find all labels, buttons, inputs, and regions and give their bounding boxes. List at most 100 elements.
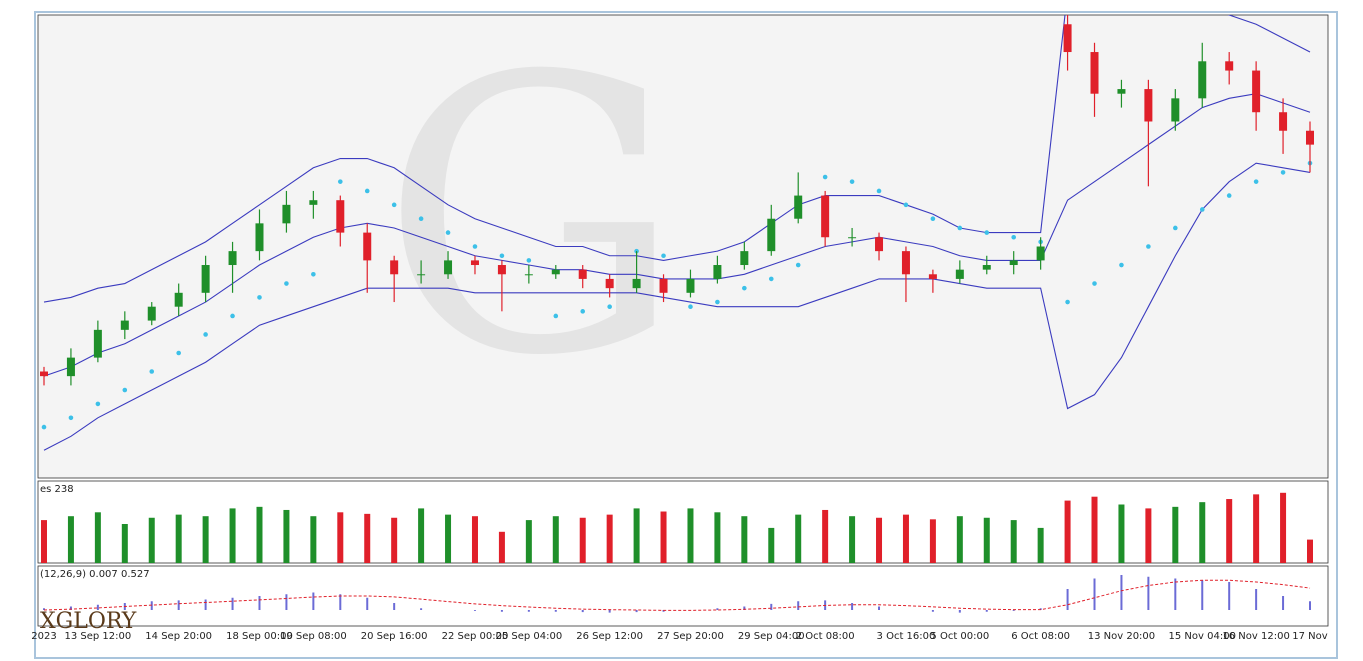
volume-bar: [418, 508, 425, 563]
volume-bar: [876, 517, 883, 563]
volume-bar: [391, 517, 398, 563]
x-tick-label: 22 Sep 00:00: [442, 631, 509, 642]
candle-body: [1144, 89, 1153, 122]
volume-bar: [983, 517, 990, 563]
sar-dot: [903, 202, 909, 208]
candle-body: [524, 274, 533, 276]
macd-bar: [420, 608, 423, 610]
sar-dot: [1146, 244, 1151, 249]
sar-dot: [1092, 281, 1097, 286]
sar-dot: [795, 262, 801, 268]
volume-bar: [229, 508, 236, 563]
volume-bar: [94, 512, 101, 563]
candle-body: [1306, 130, 1314, 145]
volume-bar: [1010, 520, 1017, 563]
sar-dot: [499, 253, 505, 259]
volume-panel: [37, 480, 1329, 564]
x-tick-label: 27 Sep 20:00: [657, 631, 724, 642]
macd-bar: [1012, 610, 1015, 611]
volume-bar: [606, 514, 613, 563]
volume-bar: [310, 516, 317, 563]
candle-body: [147, 306, 156, 321]
volume-bar: [256, 506, 263, 563]
price-plot: [40, 15, 1314, 451]
x-tick-label: 19 Sep 08:00: [280, 631, 347, 642]
macd-bar: [797, 601, 800, 610]
candle-body: [767, 218, 776, 252]
volume-bar: [956, 516, 963, 563]
sar-dot: [95, 401, 101, 407]
candle-body: [740, 251, 749, 266]
sar-dot: [472, 244, 478, 249]
macd-bar: [635, 610, 638, 613]
sar-dot: [742, 285, 747, 291]
price-panel: [37, 14, 1329, 479]
sar-dot: [822, 174, 828, 180]
macd-panel: [37, 565, 1329, 627]
candle-body: [982, 265, 991, 270]
candle-body: [201, 265, 210, 293]
sar-dot: [715, 299, 720, 305]
volume-bar: [202, 516, 209, 563]
candle-body: [901, 251, 910, 275]
candle-body: [578, 269, 587, 279]
volume-bar: [471, 516, 478, 563]
volume-bar: [1307, 539, 1313, 563]
bollinger-band: [43, 162, 1311, 451]
x-tick-label: 16 Nov 12:00: [1222, 631, 1289, 642]
candle-body: [390, 260, 399, 275]
volume-bar: [337, 512, 344, 563]
sar-dot: [1226, 193, 1232, 198]
candle-body: [955, 269, 964, 279]
x-tick-label: 2 Oct 08:00: [796, 631, 855, 642]
x-tick-label: 2023: [31, 631, 56, 642]
candle-body: [1117, 89, 1126, 94]
x-tick-label: 15 Nov 04:00: [1169, 631, 1236, 642]
sar-dot: [984, 230, 990, 235]
macd-bar: [366, 597, 369, 610]
volume-bar: [1091, 496, 1098, 563]
sar-dot: [930, 216, 936, 222]
volume-bar: [1253, 494, 1260, 563]
x-tick-label: 18 Sep 00:00: [226, 631, 293, 642]
candle-body: [551, 269, 560, 275]
macd-bar: [1147, 576, 1150, 610]
macd-bar: [851, 603, 854, 610]
macd-bar: [204, 599, 207, 610]
candle-body: [1063, 24, 1072, 53]
sar-dot: [1199, 207, 1205, 212]
sar-dot: [661, 253, 666, 259]
volume-bar: [67, 516, 74, 563]
x-tick-label: 6 Oct 08:00: [1011, 631, 1070, 642]
volume-bar: [445, 514, 452, 563]
sar-dot: [176, 350, 181, 356]
sar-dot: [445, 230, 451, 235]
macd-bar: [662, 610, 665, 612]
candle-body: [444, 260, 453, 275]
candle-body: [632, 278, 641, 289]
macd-bar: [985, 610, 988, 612]
candle-body: [821, 195, 830, 238]
macd-bar: [1282, 596, 1285, 610]
sar-dot: [418, 216, 424, 222]
candle-body: [848, 237, 857, 239]
x-tick-label: 26 Sep 12:00: [576, 631, 643, 642]
sar-dot: [1253, 179, 1259, 184]
candle-body: [93, 329, 102, 358]
macd-bar: [177, 600, 180, 610]
x-tick-label: 13 Sep 12:00: [64, 631, 131, 642]
volume-bar: [364, 513, 371, 563]
volume-bar: [929, 519, 936, 563]
sar-dot: [1065, 299, 1070, 305]
candle-body: [1198, 61, 1207, 99]
candle-body: [470, 260, 479, 266]
macd-bar: [1120, 575, 1123, 610]
macd-bar: [1066, 589, 1069, 610]
candle-body: [1171, 98, 1180, 122]
candle-body: [363, 232, 372, 261]
macd-bar: [1228, 582, 1231, 610]
macd-bar: [878, 606, 881, 610]
sar-dot: [1280, 170, 1286, 175]
volume-bar: [795, 514, 802, 563]
sar-dot: [1173, 225, 1178, 231]
